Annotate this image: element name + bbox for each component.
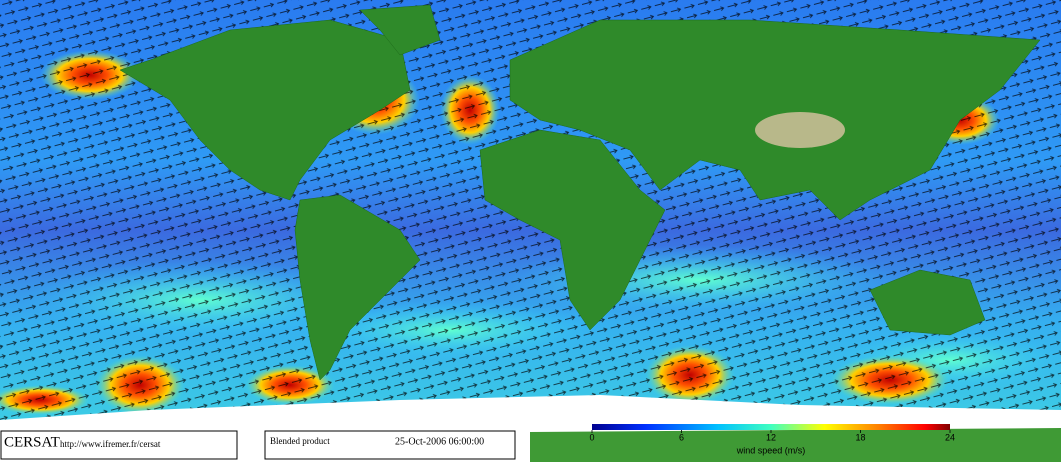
url: http://www.ifremer.fr/cersat xyxy=(60,439,161,449)
colorbar-tick-label: 0 xyxy=(589,432,594,442)
colorbar-tick-label: 18 xyxy=(855,432,865,442)
logo-box xyxy=(0,430,238,460)
product: Blended product xyxy=(270,436,330,446)
colorbar-label: wind speed (m/s) xyxy=(736,445,806,455)
colorbar-tick-label: 24 xyxy=(945,432,955,442)
colorbar xyxy=(592,424,950,430)
logo: CERSAT xyxy=(4,434,60,450)
colorbar-tick-label: 6 xyxy=(679,432,684,442)
footer: CERSAT http://www.ifremer.fr/cersat Blen… xyxy=(0,424,950,460)
colorbar-tick-label: 12 xyxy=(766,432,776,442)
product-box xyxy=(264,430,516,460)
datetime: 25-Oct-2006 06:00:00 xyxy=(395,436,484,447)
